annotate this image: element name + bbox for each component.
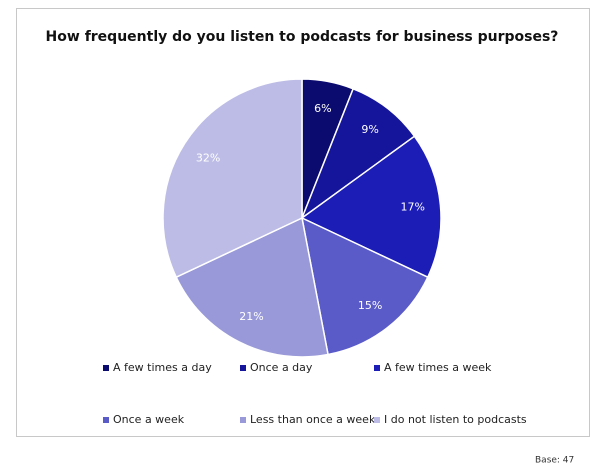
slice-label: 9%	[361, 123, 378, 136]
legend-swatch	[103, 365, 109, 371]
pie-slice	[300, 87, 416, 221]
footnote: Base: 47	[535, 456, 574, 466]
chart-title: How frequently do you listen to podcasts…	[46, 29, 559, 45]
legend-swatch	[240, 365, 246, 371]
slice-label: 6%	[314, 102, 331, 115]
pie-slice	[300, 216, 429, 356]
slice-label: 17%	[400, 201, 424, 214]
pie-slice	[175, 216, 329, 358]
pie-slice	[162, 78, 303, 279]
slice-label: 15%	[358, 299, 382, 312]
legend-swatch	[374, 417, 380, 423]
legend-label: A few times a day	[113, 361, 212, 374]
legend-swatch	[240, 417, 246, 423]
slice-label: 21%	[239, 310, 263, 323]
legend-label: Less than once a week	[250, 413, 376, 426]
legend-label: Once a week	[113, 413, 185, 426]
legend-label: Once a day	[250, 361, 313, 374]
legend-swatch	[374, 365, 380, 371]
pie-slice	[300, 135, 442, 279]
legend-label: A few times a week	[384, 361, 492, 374]
legend-label: I do not listen to podcasts	[384, 413, 527, 426]
legend-swatch	[103, 417, 109, 423]
slice-label: 32%	[196, 151, 220, 164]
